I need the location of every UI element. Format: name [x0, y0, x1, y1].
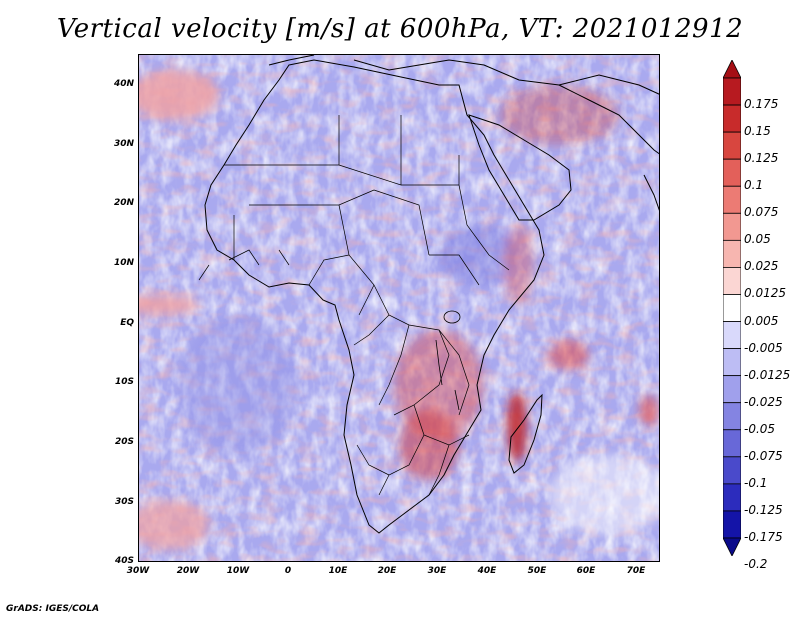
colorbar-label: -0.0125 [744, 367, 791, 382]
colorbar-cell [723, 348, 741, 377]
y-tick-40s: 40S [114, 556, 134, 566]
colorbar-cell [723, 77, 741, 106]
colorbar-label: 0.005 [744, 313, 779, 328]
colorbar-cell [723, 321, 741, 349]
colorbar-label: -0.175 [744, 530, 783, 544]
country-borders [198, 115, 510, 496]
colorbar-cell [723, 456, 741, 485]
colorbar-label: 0.125 [744, 151, 779, 166]
colorbar-cell [723, 537, 741, 556]
lakes [435, 310, 461, 411]
india-coast [643, 174, 659, 211]
y-tick-30s: 30S [114, 497, 134, 507]
colorbar [723, 60, 741, 556]
y-tick-10s: 10S [114, 377, 134, 387]
vertical-velocity-map [138, 54, 660, 562]
coastlines [204, 55, 659, 534]
colorbar-label: 0.175 [744, 97, 779, 112]
x-tick-20e: 20E [377, 566, 397, 576]
lake-victoria [443, 310, 461, 324]
colorbar-label: 0.1 [744, 178, 764, 193]
europe-coast [268, 55, 659, 95]
colorbar-label: -0.125 [744, 502, 783, 517]
colorbar-cell [723, 429, 741, 458]
x-tick-50e: 50E [527, 566, 547, 576]
colorbar-label: 0.025 [744, 259, 779, 274]
x-tick-20w: 20W [176, 566, 200, 576]
colorbar-cell [723, 131, 741, 160]
colorbar-cell [723, 158, 741, 187]
lake-tanganyika [435, 339, 443, 386]
colorbar-cell [723, 375, 741, 404]
x-tick-30e: 30E [427, 566, 447, 576]
colorbar-cell [723, 60, 741, 79]
x-tick-10e: 10E [328, 566, 348, 576]
colorbar-cell [723, 185, 741, 214]
colorbar-label: 0.05 [744, 232, 771, 247]
colorbar-cell [723, 294, 741, 322]
y-tick-40n: 40N [113, 79, 134, 89]
colorbar-cell [723, 212, 741, 241]
x-tick-40e: 40E [477, 566, 497, 576]
colorbar-cell [723, 402, 741, 431]
arabian-peninsula [468, 114, 572, 221]
map-canvas [139, 55, 659, 561]
x-tick-70e: 70E [626, 566, 646, 576]
y-tick-20n: 20N [113, 198, 134, 208]
colorbar-cell [723, 239, 741, 268]
y-tick-eq: EQ [120, 318, 134, 328]
x-tick-60e: 60E [576, 566, 596, 576]
x-tick-0: 0 [284, 566, 292, 576]
y-tick-30n: 30N [113, 139, 134, 149]
colorbar-cell [723, 104, 741, 133]
madagascar [508, 393, 543, 474]
colorbar-label: 0.15 [744, 124, 771, 139]
colorbar-label: 0.075 [744, 205, 779, 220]
y-tick-20s: 20S [114, 437, 134, 447]
field-anomalies [139, 70, 659, 550]
grads-credit: GrADS: IGES/COLA [6, 604, 100, 614]
colorbar-label: -0.025 [744, 394, 783, 409]
x-tick-30w: 30W [126, 566, 150, 576]
colorbar-label: -0.075 [744, 448, 783, 463]
colorbar-label: 0.0125 [744, 286, 786, 301]
colorbar-label: -0.005 [744, 340, 783, 355]
colorbar-cell [723, 510, 741, 539]
y-tick-10n: 10N [113, 258, 134, 268]
persian-region [558, 84, 659, 155]
africa-coastline [204, 59, 545, 534]
colorbar-label: -0.05 [744, 421, 776, 436]
colorbar-cells [723, 60, 741, 556]
colorbar-label: -0.1 [744, 475, 768, 490]
colorbar-cell [723, 267, 741, 295]
lake-malawi [454, 389, 460, 411]
colorbar-label: -0.2 [744, 557, 768, 572]
x-tick-10w: 10W [226, 566, 250, 576]
colorbar-cell [723, 483, 741, 512]
figure-title: Vertical velocity [m/s] at 600hPa, VT: 2… [56, 14, 744, 44]
